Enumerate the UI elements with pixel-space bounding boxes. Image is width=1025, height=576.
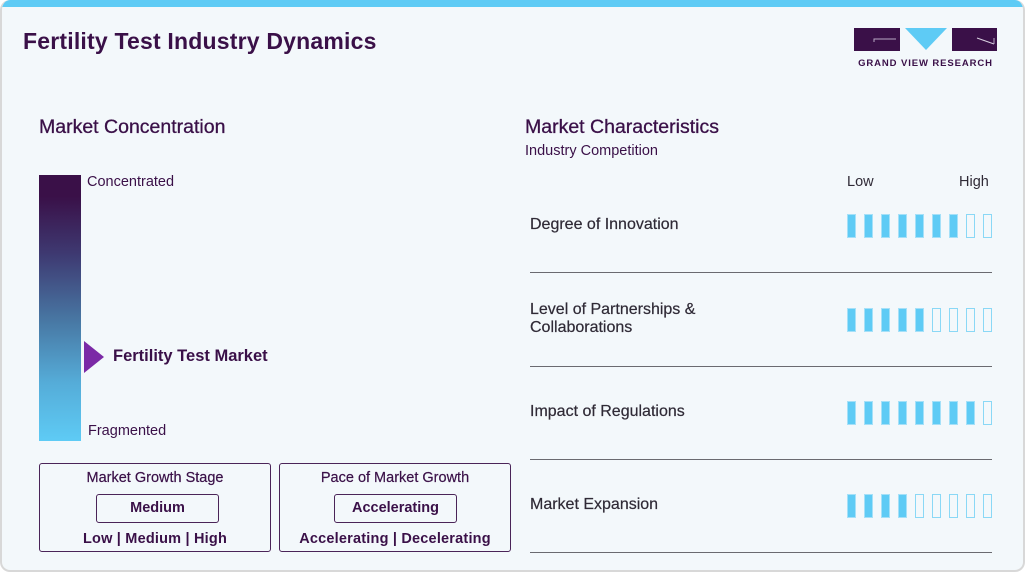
rating-bar-empty bbox=[949, 494, 958, 518]
growth-pace-title: Pace of Market Growth bbox=[320, 470, 470, 486]
rating-bar-filled bbox=[932, 401, 941, 425]
rating-bar-filled bbox=[847, 214, 856, 238]
rating-bar-filled bbox=[881, 214, 890, 238]
fragmented-label: Fragmented bbox=[88, 423, 167, 439]
growth-pace-options: Accelerating | Decelerating bbox=[299, 531, 491, 547]
page-title: Fertility Test Industry Dynamics bbox=[23, 28, 377, 54]
rating-bars-degree-of-innovation bbox=[847, 214, 992, 238]
rating-bar-filled bbox=[915, 308, 924, 332]
growth-stage-value: Medium bbox=[96, 494, 219, 523]
rating-bar-empty bbox=[966, 494, 975, 518]
rating-bar-empty bbox=[915, 494, 924, 518]
row-divider bbox=[530, 272, 992, 273]
rating-bar-filled bbox=[864, 308, 873, 332]
logo-text: GRAND VIEW RESEARCH bbox=[858, 58, 993, 69]
rating-bar-empty bbox=[983, 494, 992, 518]
rating-bar-filled bbox=[949, 401, 958, 425]
rating-bar-filled bbox=[864, 401, 873, 425]
row-label-degree-of-innovation: Degree of Innovation bbox=[530, 216, 679, 233]
market-position-label: Fertility Test Market bbox=[113, 347, 268, 365]
rating-bar-filled bbox=[898, 494, 907, 518]
rating-bar-empty bbox=[983, 401, 992, 425]
row-label-partnerships-collaborations: Level of Partnerships & Collaborations bbox=[530, 301, 696, 336]
rating-bar-empty bbox=[932, 308, 941, 332]
row-divider bbox=[530, 366, 992, 367]
industry-competition-subtitle: Industry Competition bbox=[525, 143, 658, 159]
growth-stage-title: Market Growth Stage bbox=[86, 470, 224, 486]
concentration-gradient-bar bbox=[39, 175, 81, 441]
market-characteristics-title: Market Characteristics bbox=[525, 116, 719, 138]
rating-bars-market-expansion bbox=[847, 494, 992, 518]
row-divider bbox=[530, 552, 992, 553]
rating-bar-filled bbox=[898, 214, 907, 238]
row-divider bbox=[530, 459, 992, 460]
rating-bar-filled bbox=[932, 214, 941, 238]
rating-bar-filled bbox=[949, 214, 958, 238]
rating-bar-filled bbox=[881, 401, 890, 425]
rating-bar-filled bbox=[915, 401, 924, 425]
rating-bar-filled bbox=[847, 401, 856, 425]
rating-bar-filled bbox=[915, 214, 924, 238]
grand-view-research-logo-icon bbox=[854, 28, 997, 51]
scale-high-label: High bbox=[959, 174, 989, 190]
rating-bar-filled bbox=[898, 401, 907, 425]
market-growth-stage-box: Market Growth Stage Medium Low | Medium … bbox=[39, 463, 271, 552]
scale-low-label: Low bbox=[847, 174, 874, 190]
rating-bar-empty bbox=[966, 214, 975, 238]
rating-bar-empty bbox=[932, 494, 941, 518]
rating-bar-filled bbox=[881, 494, 890, 518]
market-concentration-title: Market Concentration bbox=[39, 116, 226, 138]
growth-stage-options: Low | Medium | High bbox=[82, 531, 227, 547]
concentrated-label: Concentrated bbox=[87, 174, 175, 190]
rating-bar-filled bbox=[847, 308, 856, 332]
rating-bar-empty bbox=[983, 308, 992, 332]
market-position-pointer-icon bbox=[84, 341, 104, 373]
rating-bar-filled bbox=[898, 308, 907, 332]
rating-bar-filled bbox=[881, 308, 890, 332]
row-label-impact-of-regulations: Impact of Regulations bbox=[530, 403, 685, 420]
rating-bar-empty bbox=[983, 214, 992, 238]
accent-top-bar bbox=[2, 0, 1023, 7]
row-label-market-expansion: Market Expansion bbox=[530, 496, 659, 513]
rating-bar-filled bbox=[864, 214, 873, 238]
pace-of-market-growth-box: Pace of Market Growth Accelerating Accel… bbox=[279, 463, 511, 552]
rating-bars-impact-of-regulations bbox=[847, 401, 992, 425]
rating-bar-empty bbox=[949, 308, 958, 332]
rating-bar-empty bbox=[966, 308, 975, 332]
rating-bar-filled bbox=[966, 401, 975, 425]
rating-bars-partnerships-collaborations bbox=[847, 308, 992, 332]
growth-pace-value: Accelerating bbox=[334, 494, 457, 523]
rating-bar-filled bbox=[847, 494, 856, 518]
rating-bar-filled bbox=[864, 494, 873, 518]
